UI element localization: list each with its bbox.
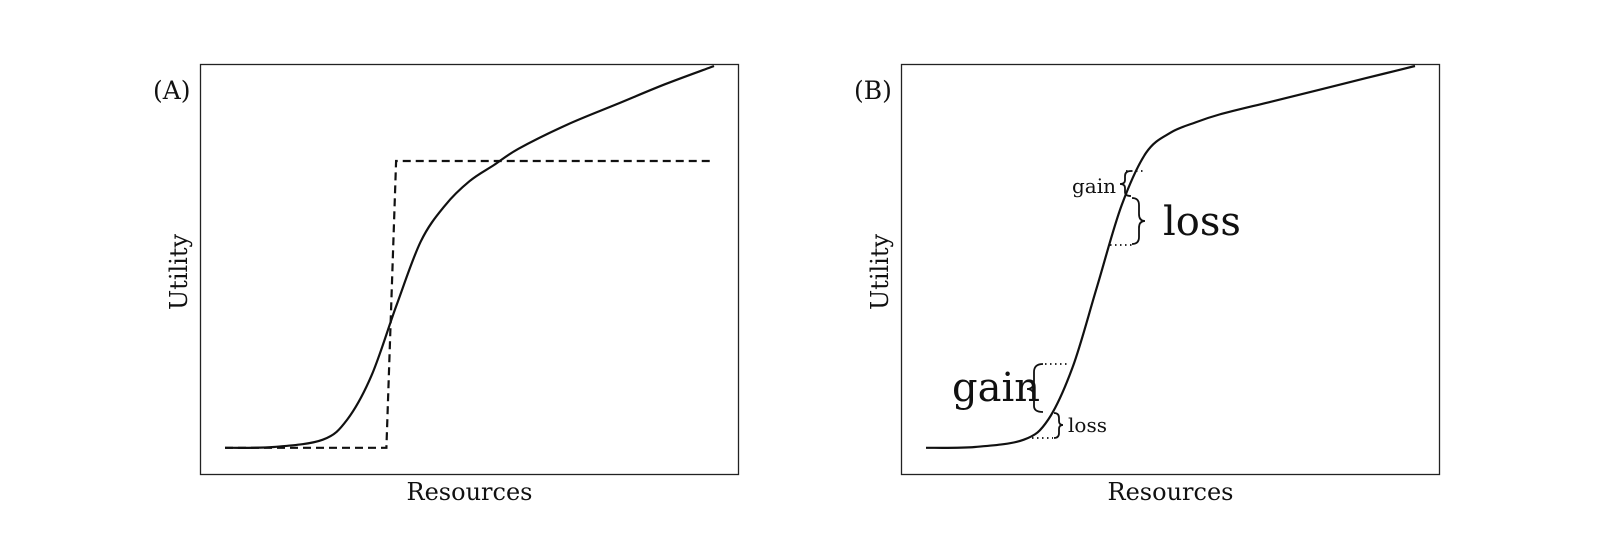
panel-b-label: (B) (854, 76, 892, 105)
panel-a-frame (199, 63, 740, 476)
lower-loss-brace (1053, 412, 1064, 439)
lower-loss-annotation: loss (1068, 413, 1107, 437)
panel-b-solid-series-line (925, 64, 1416, 449)
panel-a-label: (A) (153, 76, 191, 105)
panel-a-xlabel: Resources (407, 478, 533, 506)
upper-gain-annotation: gain (1072, 174, 1116, 198)
panel-a-dashed-series-line (225, 159, 714, 449)
panel-b: (B) Resources Utility gain loss gain los… (854, 63, 1441, 506)
panel-b-ylabel: Utility (866, 234, 894, 311)
panel-b-frame (900, 63, 1441, 476)
panel-a-ylabel: Utility (165, 234, 193, 311)
upper-loss-annotation: loss (1163, 199, 1241, 245)
upper-gain-brace (1119, 170, 1132, 197)
panel-a: (A) Resources Utility (153, 63, 740, 506)
lower-gain-brace (1026, 363, 1044, 413)
panel-b-xlabel: Resources (1108, 478, 1234, 506)
lower-gain-annotation: gain (952, 365, 1040, 411)
upper-loss-brace (1131, 197, 1146, 245)
panel-a-solid-series-line (224, 64, 715, 449)
